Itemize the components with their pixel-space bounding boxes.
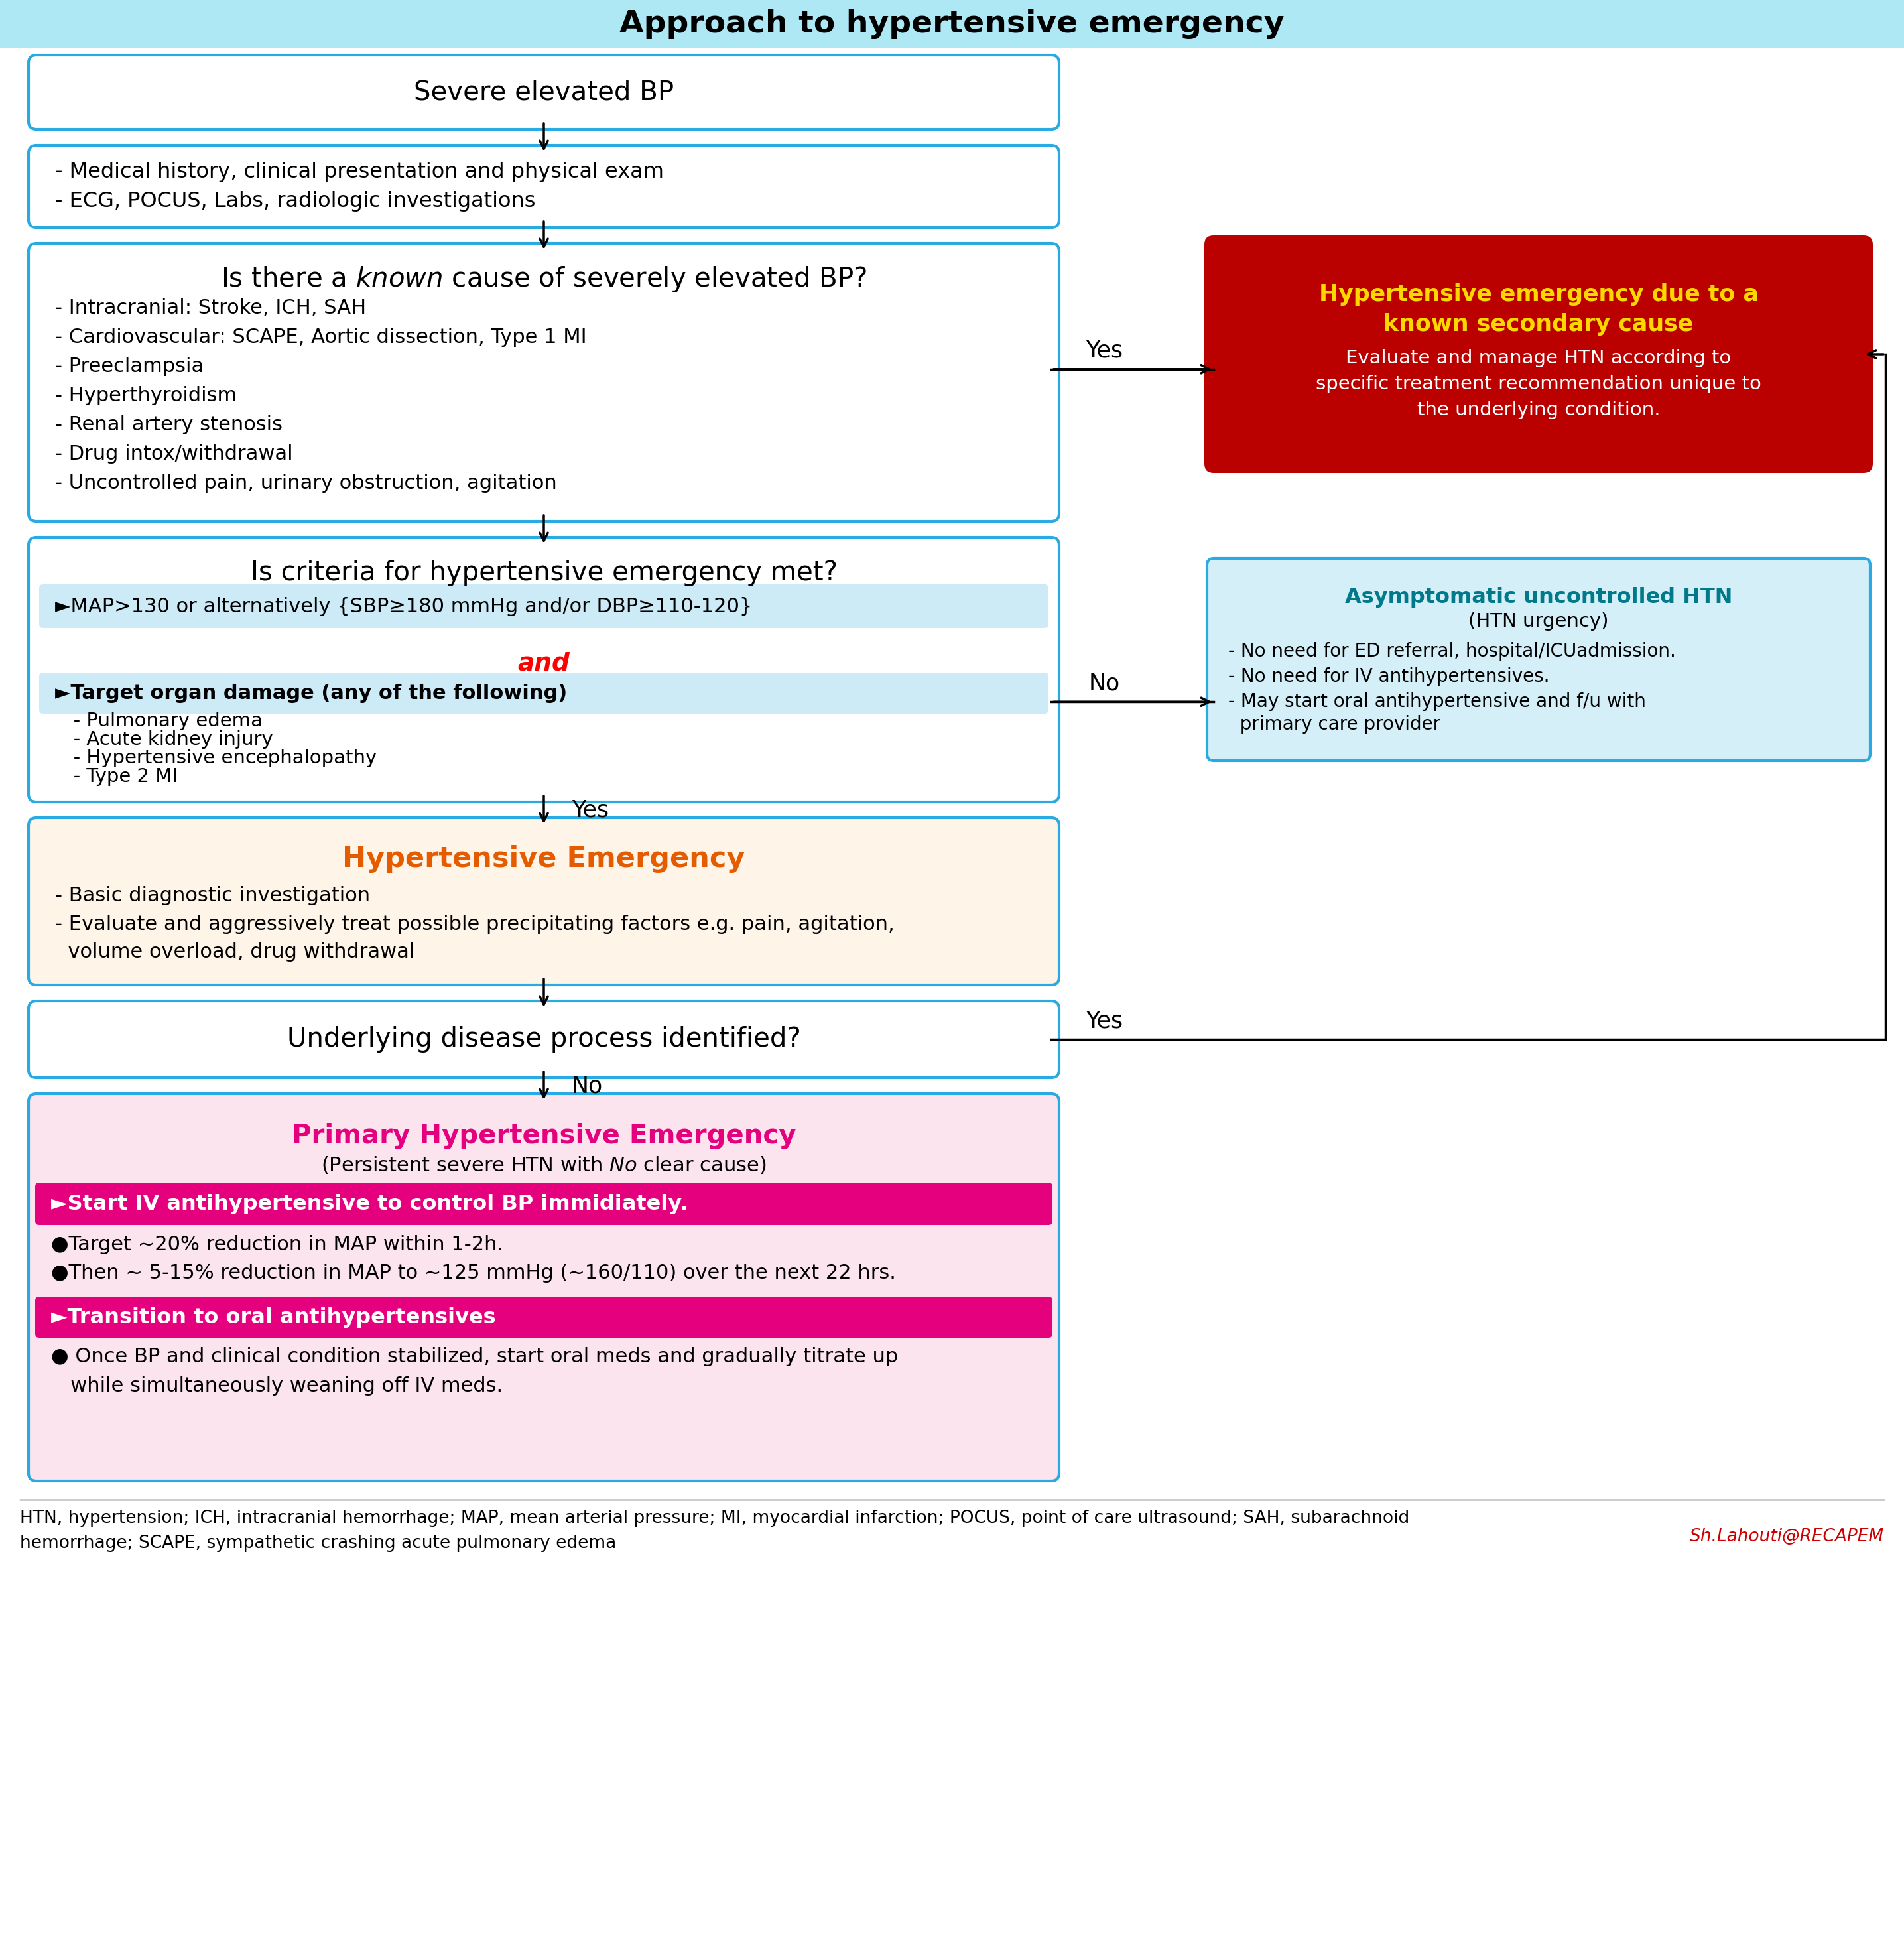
Text: (HTN urgency): (HTN urgency) [1468, 612, 1609, 631]
FancyBboxPatch shape [29, 146, 1059, 228]
Text: Is criteria for hypertensive emergency met?: Is criteria for hypertensive emergency m… [249, 559, 838, 586]
Text: while simultaneously weaning off IV meds.: while simultaneously weaning off IV meds… [51, 1375, 503, 1395]
Text: ►MAP>130 or alternatively {SBP≥180 mmHg and/or DBP≥110-120}: ►MAP>130 or alternatively {SBP≥180 mmHg … [55, 596, 752, 616]
Text: - May start oral antihypertensive and f/u with: - May start oral antihypertensive and f/… [1228, 692, 1645, 711]
Text: - Acute kidney injury: - Acute kidney injury [55, 730, 272, 748]
Text: - Drug intox/withdrawal: - Drug intox/withdrawal [55, 444, 293, 464]
Text: - Type 2 MI: - Type 2 MI [55, 768, 177, 785]
FancyBboxPatch shape [40, 672, 1049, 713]
Text: ►Start IV antihypertensive to control BP immidiately.: ►Start IV antihypertensive to control BP… [51, 1194, 687, 1214]
Text: - No need for ED referral, hospital/ICUadmission.: - No need for ED referral, hospital/ICUa… [1228, 643, 1676, 660]
Text: No: No [1089, 672, 1120, 695]
Text: - Renal artery stenosis: - Renal artery stenosis [55, 415, 282, 434]
Text: - Intracranial: Stroke, ICH, SAH: - Intracranial: Stroke, ICH, SAH [55, 298, 366, 318]
FancyBboxPatch shape [29, 538, 1059, 803]
Text: ►Target organ damage (any of the following): ►Target organ damage (any of the followi… [55, 684, 567, 703]
Text: Yes: Yes [1085, 339, 1123, 362]
FancyBboxPatch shape [34, 1182, 1053, 1225]
FancyBboxPatch shape [29, 1001, 1059, 1077]
Text: Approach to hypertensive emergency: Approach to hypertensive emergency [619, 10, 1285, 39]
Text: Underlying disease process identified?: Underlying disease process identified? [288, 1027, 802, 1052]
FancyBboxPatch shape [40, 584, 1049, 627]
Text: Severe elevated BP: Severe elevated BP [413, 80, 674, 105]
FancyBboxPatch shape [29, 244, 1059, 522]
Text: ►Transition to oral antihypertensives: ►Transition to oral antihypertensives [51, 1307, 495, 1327]
Text: - ECG, POCUS, Labs, radiologic investigations: - ECG, POCUS, Labs, radiologic investiga… [55, 191, 535, 210]
Text: No: No [571, 1075, 604, 1097]
Text: - Evaluate and aggressively treat possible precipitating factors e.g. pain, agit: - Evaluate and aggressively treat possib… [55, 914, 895, 933]
FancyBboxPatch shape [1207, 559, 1870, 762]
Text: Asymptomatic uncontrolled HTN: Asymptomatic uncontrolled HTN [1344, 586, 1733, 608]
Text: - Basic diagnostic investigation: - Basic diagnostic investigation [55, 886, 369, 906]
Text: - Cardiovascular: SCAPE, Aortic dissection, Type 1 MI: - Cardiovascular: SCAPE, Aortic dissecti… [55, 327, 586, 347]
Text: Yes: Yes [571, 799, 609, 822]
Text: hemorrhage; SCAPE, sympathetic crashing acute pulmonary edema: hemorrhage; SCAPE, sympathetic crashing … [19, 1535, 617, 1553]
Text: and: and [518, 651, 569, 676]
Text: Hypertensive Emergency: Hypertensive Emergency [343, 845, 744, 873]
Text: Yes: Yes [1085, 1009, 1123, 1032]
Text: Primary Hypertensive Emergency: Primary Hypertensive Emergency [291, 1122, 796, 1149]
Text: ●Then ~ 5-15% reduction in MAP to ~125 mmHg (~160/110) over the next 22 hrs.: ●Then ~ 5-15% reduction in MAP to ~125 m… [51, 1262, 897, 1282]
Text: - Hypertensive encephalopathy: - Hypertensive encephalopathy [55, 748, 377, 768]
Text: ●Target ~20% reduction in MAP within 1-2h.: ●Target ~20% reduction in MAP within 1-2… [51, 1235, 503, 1255]
Text: primary care provider: primary care provider [1228, 715, 1441, 734]
Text: Hypertensive emergency due to a: Hypertensive emergency due to a [1319, 282, 1759, 306]
Text: - Pulmonary edema: - Pulmonary edema [55, 711, 263, 730]
Text: - Medical history, clinical presentation and physical exam: - Medical history, clinical presentation… [55, 162, 664, 181]
FancyBboxPatch shape [1205, 236, 1874, 473]
Text: Evaluate and manage HTN according to
specific treatment recommendation unique to: Evaluate and manage HTN according to spe… [1316, 349, 1761, 419]
Text: - No need for IV antihypertensives.: - No need for IV antihypertensives. [1228, 668, 1550, 686]
FancyBboxPatch shape [34, 1297, 1053, 1338]
FancyBboxPatch shape [29, 1093, 1059, 1480]
Text: Is there a $\it{known}$ cause of severely elevated BP?: Is there a $\it{known}$ cause of severel… [221, 265, 866, 294]
Text: ● Once BP and clinical condition stabilized, start oral meds and gradually titra: ● Once BP and clinical condition stabili… [51, 1348, 899, 1367]
Text: HTN, hypertension; ICH, intracranial hemorrhage; MAP, mean arterial pressure; MI: HTN, hypertension; ICH, intracranial hem… [19, 1510, 1409, 1527]
Text: - Hyperthyroidism: - Hyperthyroidism [55, 386, 236, 405]
FancyBboxPatch shape [0, 0, 1904, 49]
Text: known secondary cause: known secondary cause [1384, 314, 1693, 335]
FancyBboxPatch shape [29, 55, 1059, 129]
Text: - Uncontrolled pain, urinary obstruction, agitation: - Uncontrolled pain, urinary obstruction… [55, 473, 556, 493]
Text: (Persistent severe HTN with $\bf{\it{No}}$ clear cause): (Persistent severe HTN with $\bf{\it{No}… [322, 1155, 767, 1175]
Text: - Preeclampsia: - Preeclampsia [55, 356, 204, 376]
Text: Sh.Lahouti@RECAPEM: Sh.Lahouti@RECAPEM [1689, 1527, 1885, 1545]
Text: volume overload, drug withdrawal: volume overload, drug withdrawal [55, 943, 415, 962]
FancyBboxPatch shape [29, 818, 1059, 986]
